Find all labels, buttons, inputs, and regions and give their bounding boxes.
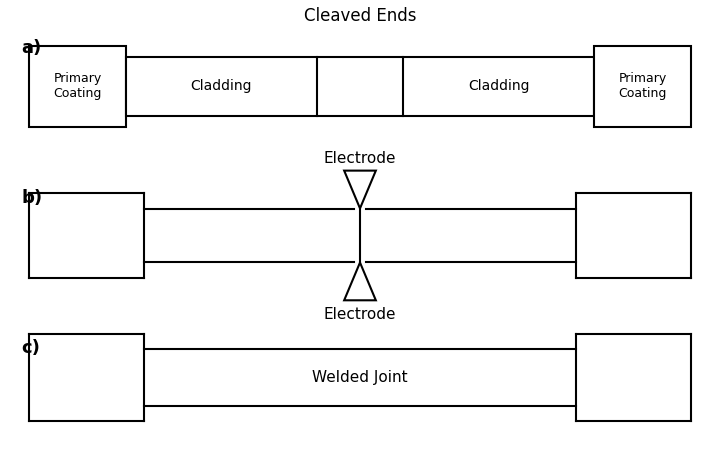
Text: Primary
Coating: Primary Coating [618, 72, 667, 101]
FancyBboxPatch shape [594, 46, 691, 127]
Polygon shape [344, 171, 376, 208]
Text: c): c) [22, 339, 40, 357]
Text: Cladding: Cladding [468, 80, 529, 93]
Text: Cleaved Ends: Cleaved Ends [304, 7, 416, 25]
Text: Cladding: Cladding [191, 80, 252, 93]
Polygon shape [344, 263, 376, 300]
Text: Welded Joint: Welded Joint [312, 370, 408, 385]
Text: a): a) [22, 39, 42, 57]
Text: b): b) [22, 189, 42, 207]
Text: Primary
Coating: Primary Coating [53, 72, 102, 101]
FancyBboxPatch shape [403, 57, 594, 116]
Text: Electrode: Electrode [324, 307, 396, 322]
Text: Electrode: Electrode [324, 151, 396, 166]
FancyBboxPatch shape [126, 57, 317, 116]
FancyBboxPatch shape [29, 46, 126, 127]
